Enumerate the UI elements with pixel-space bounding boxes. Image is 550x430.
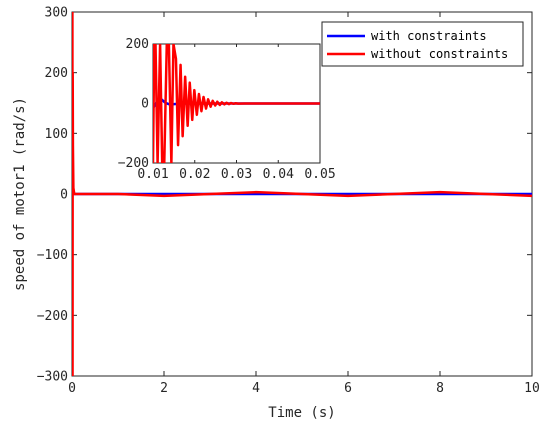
main-y-tick-label: −300 <box>37 370 68 385</box>
inset-x-tick-label: 0.02 <box>179 167 210 182</box>
x-axis-label: Time (s) <box>268 405 335 421</box>
inset-y-tick-label: 200 <box>126 37 149 52</box>
main-x-tick-label: 10 <box>524 381 540 396</box>
main-x-tick-label: 4 <box>252 381 260 396</box>
main-y-tick-label: 0 <box>60 188 68 203</box>
legend-label-without-constraints: without constraints <box>371 47 508 61</box>
inset-series-line-1 <box>153 44 320 163</box>
main-x-tick-label: 8 <box>436 381 444 396</box>
inset-y-tick-label: 0 <box>141 97 149 112</box>
main-x-tick-label: 2 <box>160 381 168 396</box>
main-axis-ticks: 0 2 4 6 8 10 −300 −200 −100 0 100 200 300 <box>37 6 540 396</box>
inset-y-tick-label: −200 <box>118 156 149 171</box>
main-y-tick-label: 100 <box>45 127 68 142</box>
legend: with constraints without constraints <box>321 21 524 67</box>
legend-box <box>321 21 524 67</box>
main-series-lines <box>72 12 532 376</box>
inset-x-tick-label: 0.03 <box>221 167 252 182</box>
main-series-line-1 <box>72 12 532 376</box>
inset-x-tick-label: 0.05 <box>304 167 335 182</box>
main-y-tick-label: 200 <box>45 66 68 81</box>
main-x-tick-label: 0 <box>68 381 76 396</box>
main-y-tick-label: −100 <box>37 248 68 263</box>
inset-series-lines <box>153 44 320 163</box>
inset-x-tick-label: 0.01 <box>137 167 168 182</box>
main-x-tick-label: 6 <box>344 381 352 396</box>
main-y-tick-label: −200 <box>37 309 68 324</box>
inset-axis-ticks: 0.01 0.02 0.03 0.04 0.05 −200 0 200 <box>118 37 336 182</box>
y-axis-label: speed of motor1 (rad/s) <box>12 97 28 291</box>
legend-label-with-constraints: with constraints <box>371 29 487 43</box>
main-y-tick-label: 300 <box>45 6 68 21</box>
inset-x-tick-label: 0.04 <box>263 167 294 182</box>
